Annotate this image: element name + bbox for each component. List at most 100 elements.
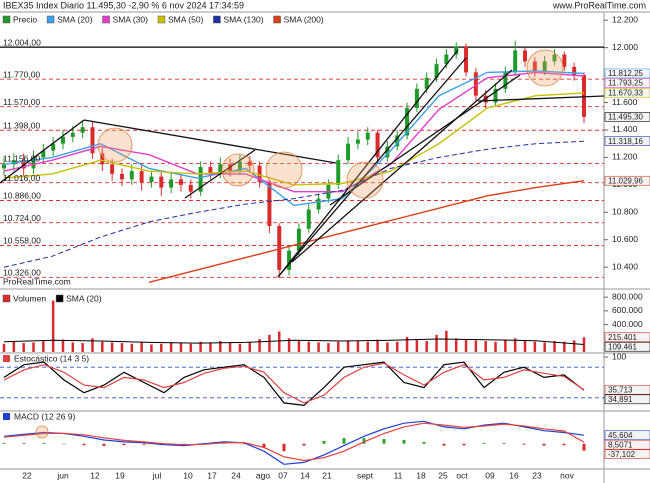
x-tick-label: ago bbox=[256, 470, 270, 480]
candle-body bbox=[149, 176, 154, 183]
volume-bar bbox=[435, 334, 438, 352]
x-tick-label: 22 bbox=[22, 470, 32, 480]
panel-borders bbox=[0, 11, 650, 483]
volume-bar bbox=[169, 342, 173, 352]
x-tick-label: 21 bbox=[322, 470, 332, 480]
histogram-bar bbox=[122, 443, 126, 446]
x-tick-label: 12 bbox=[90, 470, 100, 480]
series-line bbox=[3, 361, 585, 407]
volume-bar bbox=[287, 338, 291, 352]
candle-body bbox=[424, 77, 429, 89]
volume-bar bbox=[346, 340, 350, 352]
candle-body bbox=[178, 179, 183, 185]
volume-bar bbox=[572, 340, 576, 352]
candle-body bbox=[247, 161, 252, 166]
x-tick-label: 17 bbox=[207, 470, 217, 480]
histogram-bar bbox=[282, 443, 286, 452]
value-tag bbox=[604, 341, 650, 352]
level-label: 11.570,00 bbox=[3, 97, 40, 107]
histogram-bar bbox=[462, 443, 466, 446]
level-label: 11.016,00 bbox=[3, 173, 40, 183]
volume-bar bbox=[582, 337, 586, 352]
candle-body bbox=[532, 61, 537, 71]
x-tick-label: 24 bbox=[231, 470, 241, 480]
candle-body bbox=[395, 135, 400, 147]
legend-box bbox=[273, 15, 281, 24]
value-tag bbox=[604, 394, 650, 405]
candle-body bbox=[572, 66, 577, 76]
site: www.ProRealTime.com bbox=[552, 0, 646, 10]
value-tag-label: 11.670,33 bbox=[608, 89, 644, 98]
y-tick-label: 11.600 bbox=[612, 97, 638, 107]
legend-label: SMA (200) bbox=[284, 14, 324, 24]
trend-lines bbox=[0, 49, 605, 278]
volume-bar bbox=[563, 341, 566, 352]
candle-body bbox=[336, 160, 341, 185]
volume-bar bbox=[81, 343, 84, 352]
series-line bbox=[3, 338, 585, 345]
histogram-bar bbox=[522, 443, 526, 445]
candle-body bbox=[90, 127, 95, 154]
candle-body bbox=[287, 250, 292, 270]
x-tick-label: 11 bbox=[394, 470, 403, 480]
volume-bar bbox=[395, 341, 399, 352]
level-label: 11.770,00 bbox=[3, 69, 40, 79]
value-tag-label: 11.495,30 bbox=[608, 113, 644, 122]
candle-body bbox=[473, 72, 478, 96]
volume-bar bbox=[553, 341, 556, 352]
candle-body bbox=[542, 61, 547, 71]
y-tick-label: 400.000 bbox=[612, 319, 643, 329]
volume-bar bbox=[278, 331, 281, 352]
candle-body bbox=[41, 150, 46, 158]
candle-body bbox=[31, 157, 36, 169]
volume-bar bbox=[445, 330, 448, 352]
volume-bar bbox=[110, 342, 114, 352]
histogram-bar bbox=[402, 440, 406, 444]
candle-body bbox=[414, 88, 419, 109]
volume-bar bbox=[464, 338, 468, 352]
histogram-bar bbox=[342, 438, 346, 444]
legend-box bbox=[213, 15, 221, 24]
legend-label: Volumen bbox=[13, 293, 46, 303]
candle-body bbox=[159, 176, 164, 188]
candle-body bbox=[169, 179, 174, 188]
legend-label: SMA (50) bbox=[168, 14, 204, 24]
series-line bbox=[148, 180, 585, 283]
histogram-bar bbox=[442, 443, 446, 446]
x-tick-label: jul bbox=[152, 470, 162, 480]
volume-bar bbox=[199, 341, 202, 352]
candle-body bbox=[51, 143, 56, 151]
volume-bar bbox=[513, 338, 517, 352]
volume-bar bbox=[336, 341, 340, 352]
x-tick-label: 14 bbox=[300, 470, 310, 480]
histogram-bar bbox=[2, 442, 6, 444]
series-line bbox=[3, 71, 585, 193]
x-tick-label: jun bbox=[56, 470, 69, 480]
level-label: 10.558,00 bbox=[3, 236, 41, 246]
legend-box bbox=[157, 15, 166, 24]
volume-bar bbox=[356, 341, 360, 352]
volume-bar bbox=[160, 343, 163, 352]
histogram-bar bbox=[142, 443, 146, 445]
candle-body bbox=[21, 160, 26, 169]
volume-bar bbox=[32, 342, 35, 352]
value-tag-label: -37,102 bbox=[608, 450, 636, 459]
volume-bar bbox=[150, 344, 153, 352]
volume-bar bbox=[504, 339, 507, 352]
histogram-bar bbox=[422, 441, 426, 444]
volume-bar bbox=[2, 343, 6, 352]
value-tag-label: 11.812,25 bbox=[608, 69, 644, 78]
histogram-bar bbox=[362, 438, 366, 444]
chart-title: IBEX35 Index Diario 11.495,30 -2,90 % 6 … bbox=[3, 0, 244, 10]
volume-bar bbox=[415, 339, 419, 352]
volume-bar bbox=[42, 341, 45, 352]
candle-body bbox=[277, 226, 282, 270]
candle-body bbox=[513, 50, 518, 73]
y-tick-label: 600.000 bbox=[612, 305, 643, 315]
volume-bar bbox=[179, 343, 183, 352]
volume-bar bbox=[376, 339, 379, 352]
x-tick-label: 07 bbox=[278, 470, 288, 480]
legend-box bbox=[102, 15, 110, 24]
value-tag-label: 8,5071 bbox=[608, 440, 633, 449]
